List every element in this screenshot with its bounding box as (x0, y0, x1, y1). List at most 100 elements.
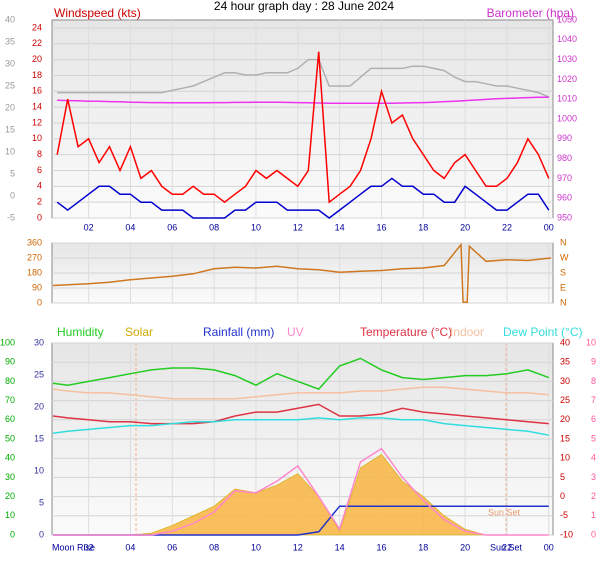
y-tick-label: 18 (32, 70, 42, 80)
annotation: Sun Set (488, 507, 521, 517)
y2-tick-label: 15 (560, 433, 570, 443)
x-tick-label: 10 (251, 542, 261, 552)
x-tick-label: 18 (418, 222, 428, 232)
y2-tick-label: E (560, 282, 566, 292)
y3-tick-label: 25 (5, 80, 15, 90)
y4-tick-label: 10 (586, 337, 596, 347)
y2-tick-label: 1000 (557, 113, 577, 123)
y3-tick-label: 35 (5, 36, 15, 46)
y-tick-label: 30 (5, 472, 15, 482)
y-tick-label: 14 (32, 101, 42, 111)
y2-tick-label: S (560, 267, 566, 277)
y2-tick-label: 960 (557, 193, 572, 203)
line (52, 357, 550, 390)
y-tick-label: 180 (27, 267, 42, 277)
line (56, 177, 550, 219)
y2-tick-label: 990 (557, 133, 572, 143)
x-tick-label: 06 (167, 222, 177, 232)
annotation: Moon Rise (52, 542, 95, 552)
y-tick-label: 0 (37, 212, 42, 222)
y-tick-label: 80 (5, 376, 15, 386)
y-tick-label: 24 (32, 22, 42, 32)
y-tick-label: 90 (5, 357, 15, 367)
x-tick-label: 02 (84, 542, 94, 552)
x-tick-label: 00 (544, 222, 554, 232)
line (57, 58, 550, 98)
line (52, 403, 549, 425)
y3-tick-label: -5 (7, 212, 15, 222)
y-tick-label: 10 (5, 510, 15, 520)
y2-tick-label: 1010 (557, 94, 577, 104)
y4-tick-label: 2 (591, 491, 596, 501)
y-tick-label: 16 (32, 86, 42, 96)
y3-tick-label: 40 (5, 14, 15, 24)
y3-tick-label: 20 (5, 102, 15, 112)
line (53, 447, 549, 536)
y-tick-label: 0 (10, 529, 15, 539)
panel-bg (51, 19, 554, 219)
x-tick-label: 08 (209, 542, 219, 552)
y-tick-label: 22 (32, 38, 42, 48)
y-tick-label: 8 (37, 149, 42, 159)
y2-axis-label: Barometer (hpa) (487, 6, 574, 20)
y-tick-label: 50 (5, 433, 15, 443)
y2-tick-label: -5 (560, 510, 568, 520)
y-tick-label: 4 (37, 181, 42, 191)
y-tick-label: 270 (27, 252, 42, 262)
x-tick-label: 00 (544, 542, 554, 552)
x-tick-label: 16 (376, 222, 386, 232)
y2-tick-label: N (560, 297, 567, 307)
y3-tick-label: 30 (34, 337, 44, 347)
y2-tick-label: 1050 (557, 14, 577, 24)
y4-tick-label: 6 (591, 414, 596, 424)
x-tick-label: 18 (418, 542, 428, 552)
line (52, 386, 549, 400)
y2-tick-label: 0 (560, 491, 565, 501)
y-tick-label: 100 (0, 337, 15, 347)
x-tick-label: 04 (125, 222, 135, 232)
y4-tick-label: 8 (591, 376, 596, 386)
y3-tick-label: 15 (5, 124, 15, 134)
x-tick-label: 14 (335, 222, 345, 232)
x-tick-label: 12 (293, 542, 303, 552)
x-tick-label: 02 (84, 222, 94, 232)
y2-tick-label: 980 (557, 153, 572, 163)
y4-tick-label: 4 (591, 453, 596, 463)
y-tick-label: 0 (37, 297, 42, 307)
y3-tick-label: 5 (10, 168, 15, 178)
y-tick-label: 2 (37, 197, 42, 207)
y3-tick-label: 5 (39, 497, 44, 507)
y2-tick-label: -10 (560, 529, 573, 539)
y-tick-label: 90 (32, 282, 42, 292)
y4-tick-label: 1 (591, 510, 596, 520)
y4-tick-label: 7 (591, 395, 596, 405)
y3-tick-label: 10 (34, 465, 44, 475)
y2-tick-label: 40 (560, 337, 570, 347)
y3-tick-label: 15 (34, 433, 44, 443)
y-tick-label: 40 (5, 453, 15, 463)
x-tick-label: 22 (502, 542, 512, 552)
y-tick-label: 20 (32, 54, 42, 64)
y2-tick-label: 950 (557, 212, 572, 222)
line (52, 417, 549, 436)
y2-tick-label: 1030 (557, 54, 577, 64)
y-tick-label: 70 (5, 395, 15, 405)
line (57, 96, 549, 104)
y2-tick-label: 970 (557, 173, 572, 183)
x-tick-label: 12 (293, 222, 303, 232)
y2-tick-label: 1020 (557, 74, 577, 84)
y-tick-label: 20 (5, 491, 15, 501)
y2-tick-label: 35 (560, 357, 570, 367)
y2-tick-label: 1040 (557, 34, 577, 44)
x-tick-label: 20 (460, 542, 470, 552)
line (56, 51, 550, 204)
x-tick-label: 20 (460, 222, 470, 232)
legend-label: Temperature (°C) (360, 325, 452, 339)
y2-tick-label: N (560, 237, 567, 247)
y2-tick-label: 10 (560, 453, 570, 463)
y-tick-label: 12 (32, 117, 42, 127)
legend-label: Humidity (57, 325, 104, 339)
y2-tick-label: W (560, 252, 569, 262)
y4-tick-label: 9 (591, 357, 596, 367)
